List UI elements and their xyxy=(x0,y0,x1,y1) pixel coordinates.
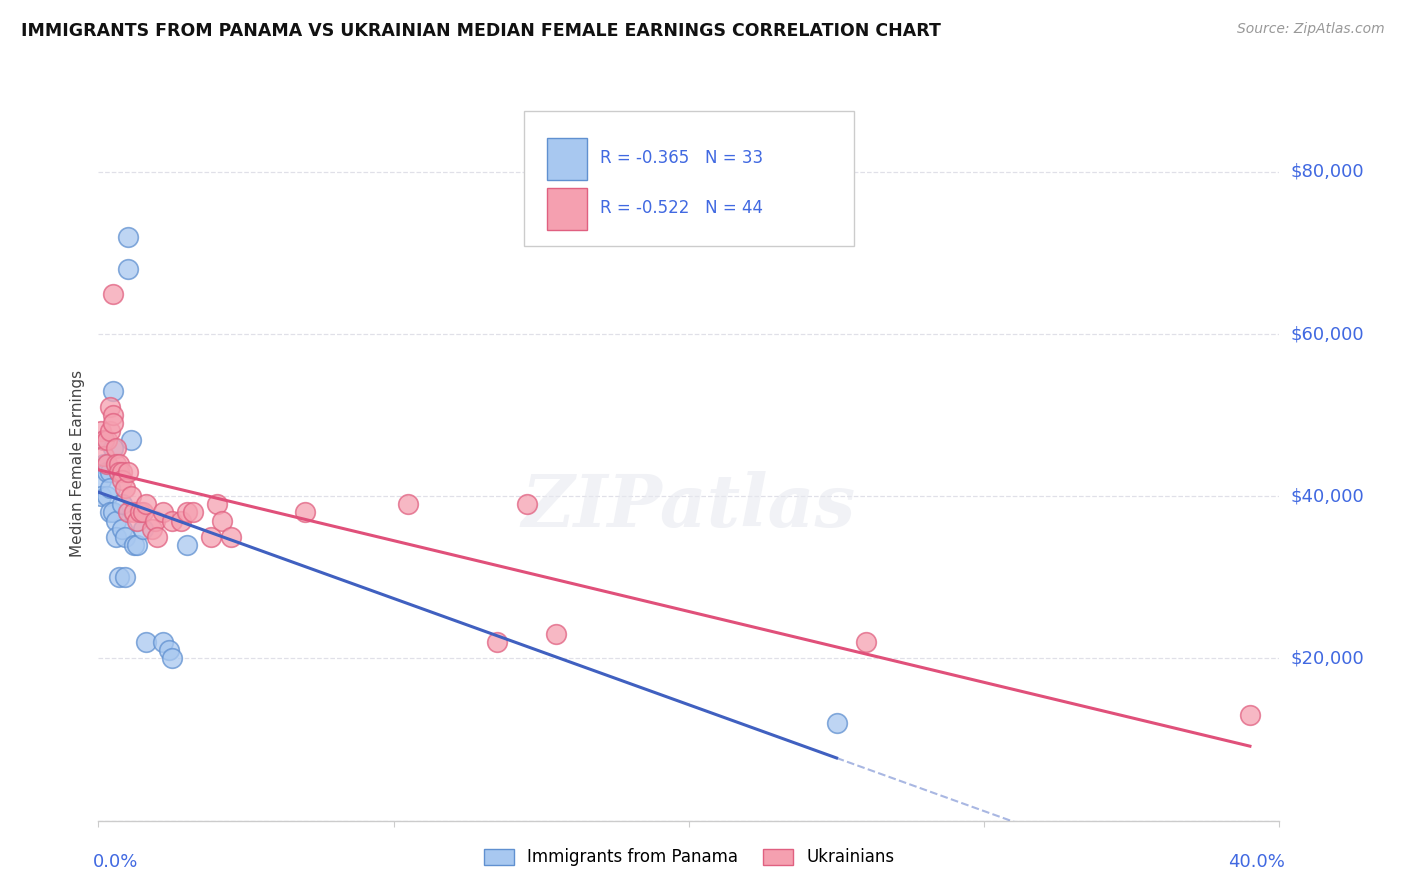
Point xyxy=(117,229,139,244)
Point xyxy=(98,425,121,439)
Point xyxy=(96,465,118,479)
Point xyxy=(98,506,121,520)
Text: $60,000: $60,000 xyxy=(1291,325,1364,343)
Point xyxy=(152,506,174,520)
Point xyxy=(396,497,419,511)
Point xyxy=(96,457,118,471)
Point xyxy=(125,538,148,552)
Legend: Immigrants from Panama, Ukrainians: Immigrants from Panama, Ukrainians xyxy=(477,842,901,873)
Point xyxy=(486,635,509,649)
Text: $20,000: $20,000 xyxy=(1291,649,1364,667)
Point xyxy=(117,506,139,520)
Point xyxy=(103,441,125,455)
Y-axis label: Median Female Earnings: Median Female Earnings xyxy=(70,370,86,558)
Point xyxy=(98,400,121,414)
Point xyxy=(162,651,183,665)
Point xyxy=(181,506,204,520)
Point xyxy=(146,530,169,544)
FancyBboxPatch shape xyxy=(547,187,588,230)
Point xyxy=(103,286,125,301)
Point xyxy=(93,433,115,447)
Point xyxy=(111,473,134,487)
Point xyxy=(157,643,180,657)
Point xyxy=(96,489,118,503)
Point xyxy=(117,465,139,479)
Point xyxy=(211,514,233,528)
Point xyxy=(122,506,145,520)
Point xyxy=(855,635,877,649)
Point xyxy=(96,457,118,471)
Point xyxy=(103,506,125,520)
Point xyxy=(170,514,193,528)
Text: ZIPatlas: ZIPatlas xyxy=(522,471,856,542)
Point xyxy=(90,473,112,487)
Point xyxy=(132,522,155,536)
Point xyxy=(96,433,118,447)
Point xyxy=(108,465,131,479)
Point xyxy=(176,506,198,520)
Point xyxy=(152,635,174,649)
Point xyxy=(111,465,134,479)
Point xyxy=(120,489,142,503)
Point xyxy=(117,262,139,277)
Point xyxy=(90,425,112,439)
Point xyxy=(515,497,537,511)
Point xyxy=(103,417,125,431)
Point xyxy=(108,570,131,584)
Point xyxy=(143,514,166,528)
Point xyxy=(103,408,125,422)
Point xyxy=(111,497,134,511)
Point xyxy=(219,530,242,544)
Point xyxy=(98,465,121,479)
Point xyxy=(205,497,228,511)
Point xyxy=(108,457,131,471)
Text: 0.0%: 0.0% xyxy=(93,853,138,871)
Text: R = -0.365   N = 33: R = -0.365 N = 33 xyxy=(600,150,763,168)
Point xyxy=(105,514,128,528)
Text: IMMIGRANTS FROM PANAMA VS UKRAINIAN MEDIAN FEMALE EARNINGS CORRELATION CHART: IMMIGRANTS FROM PANAMA VS UKRAINIAN MEDI… xyxy=(21,22,941,40)
Point xyxy=(141,522,163,536)
Point xyxy=(120,433,142,447)
Text: R = -0.522   N = 44: R = -0.522 N = 44 xyxy=(600,200,763,218)
Point xyxy=(544,627,567,641)
Text: $80,000: $80,000 xyxy=(1291,163,1364,181)
Point xyxy=(103,384,125,398)
Point xyxy=(98,481,121,495)
Point xyxy=(114,530,136,544)
Point xyxy=(93,433,115,447)
Point xyxy=(90,489,112,503)
Point xyxy=(825,716,848,731)
Point xyxy=(93,457,115,471)
Point xyxy=(294,506,316,520)
FancyBboxPatch shape xyxy=(547,137,588,180)
Point xyxy=(135,497,157,511)
Point xyxy=(176,538,198,552)
Point xyxy=(105,441,128,455)
Point xyxy=(135,635,157,649)
Point xyxy=(111,522,134,536)
Point xyxy=(93,449,115,463)
FancyBboxPatch shape xyxy=(523,111,855,246)
Text: $40,000: $40,000 xyxy=(1291,487,1364,505)
Point xyxy=(122,538,145,552)
Point xyxy=(105,530,128,544)
Point xyxy=(114,570,136,584)
Point xyxy=(200,530,222,544)
Point xyxy=(132,506,155,520)
Point xyxy=(108,465,131,479)
Text: 40.0%: 40.0% xyxy=(1229,853,1285,871)
Point xyxy=(1239,708,1261,723)
Point xyxy=(128,506,150,520)
Point xyxy=(162,514,183,528)
Text: Source: ZipAtlas.com: Source: ZipAtlas.com xyxy=(1237,22,1385,37)
Point xyxy=(105,457,128,471)
Point xyxy=(125,514,148,528)
Point xyxy=(114,481,136,495)
